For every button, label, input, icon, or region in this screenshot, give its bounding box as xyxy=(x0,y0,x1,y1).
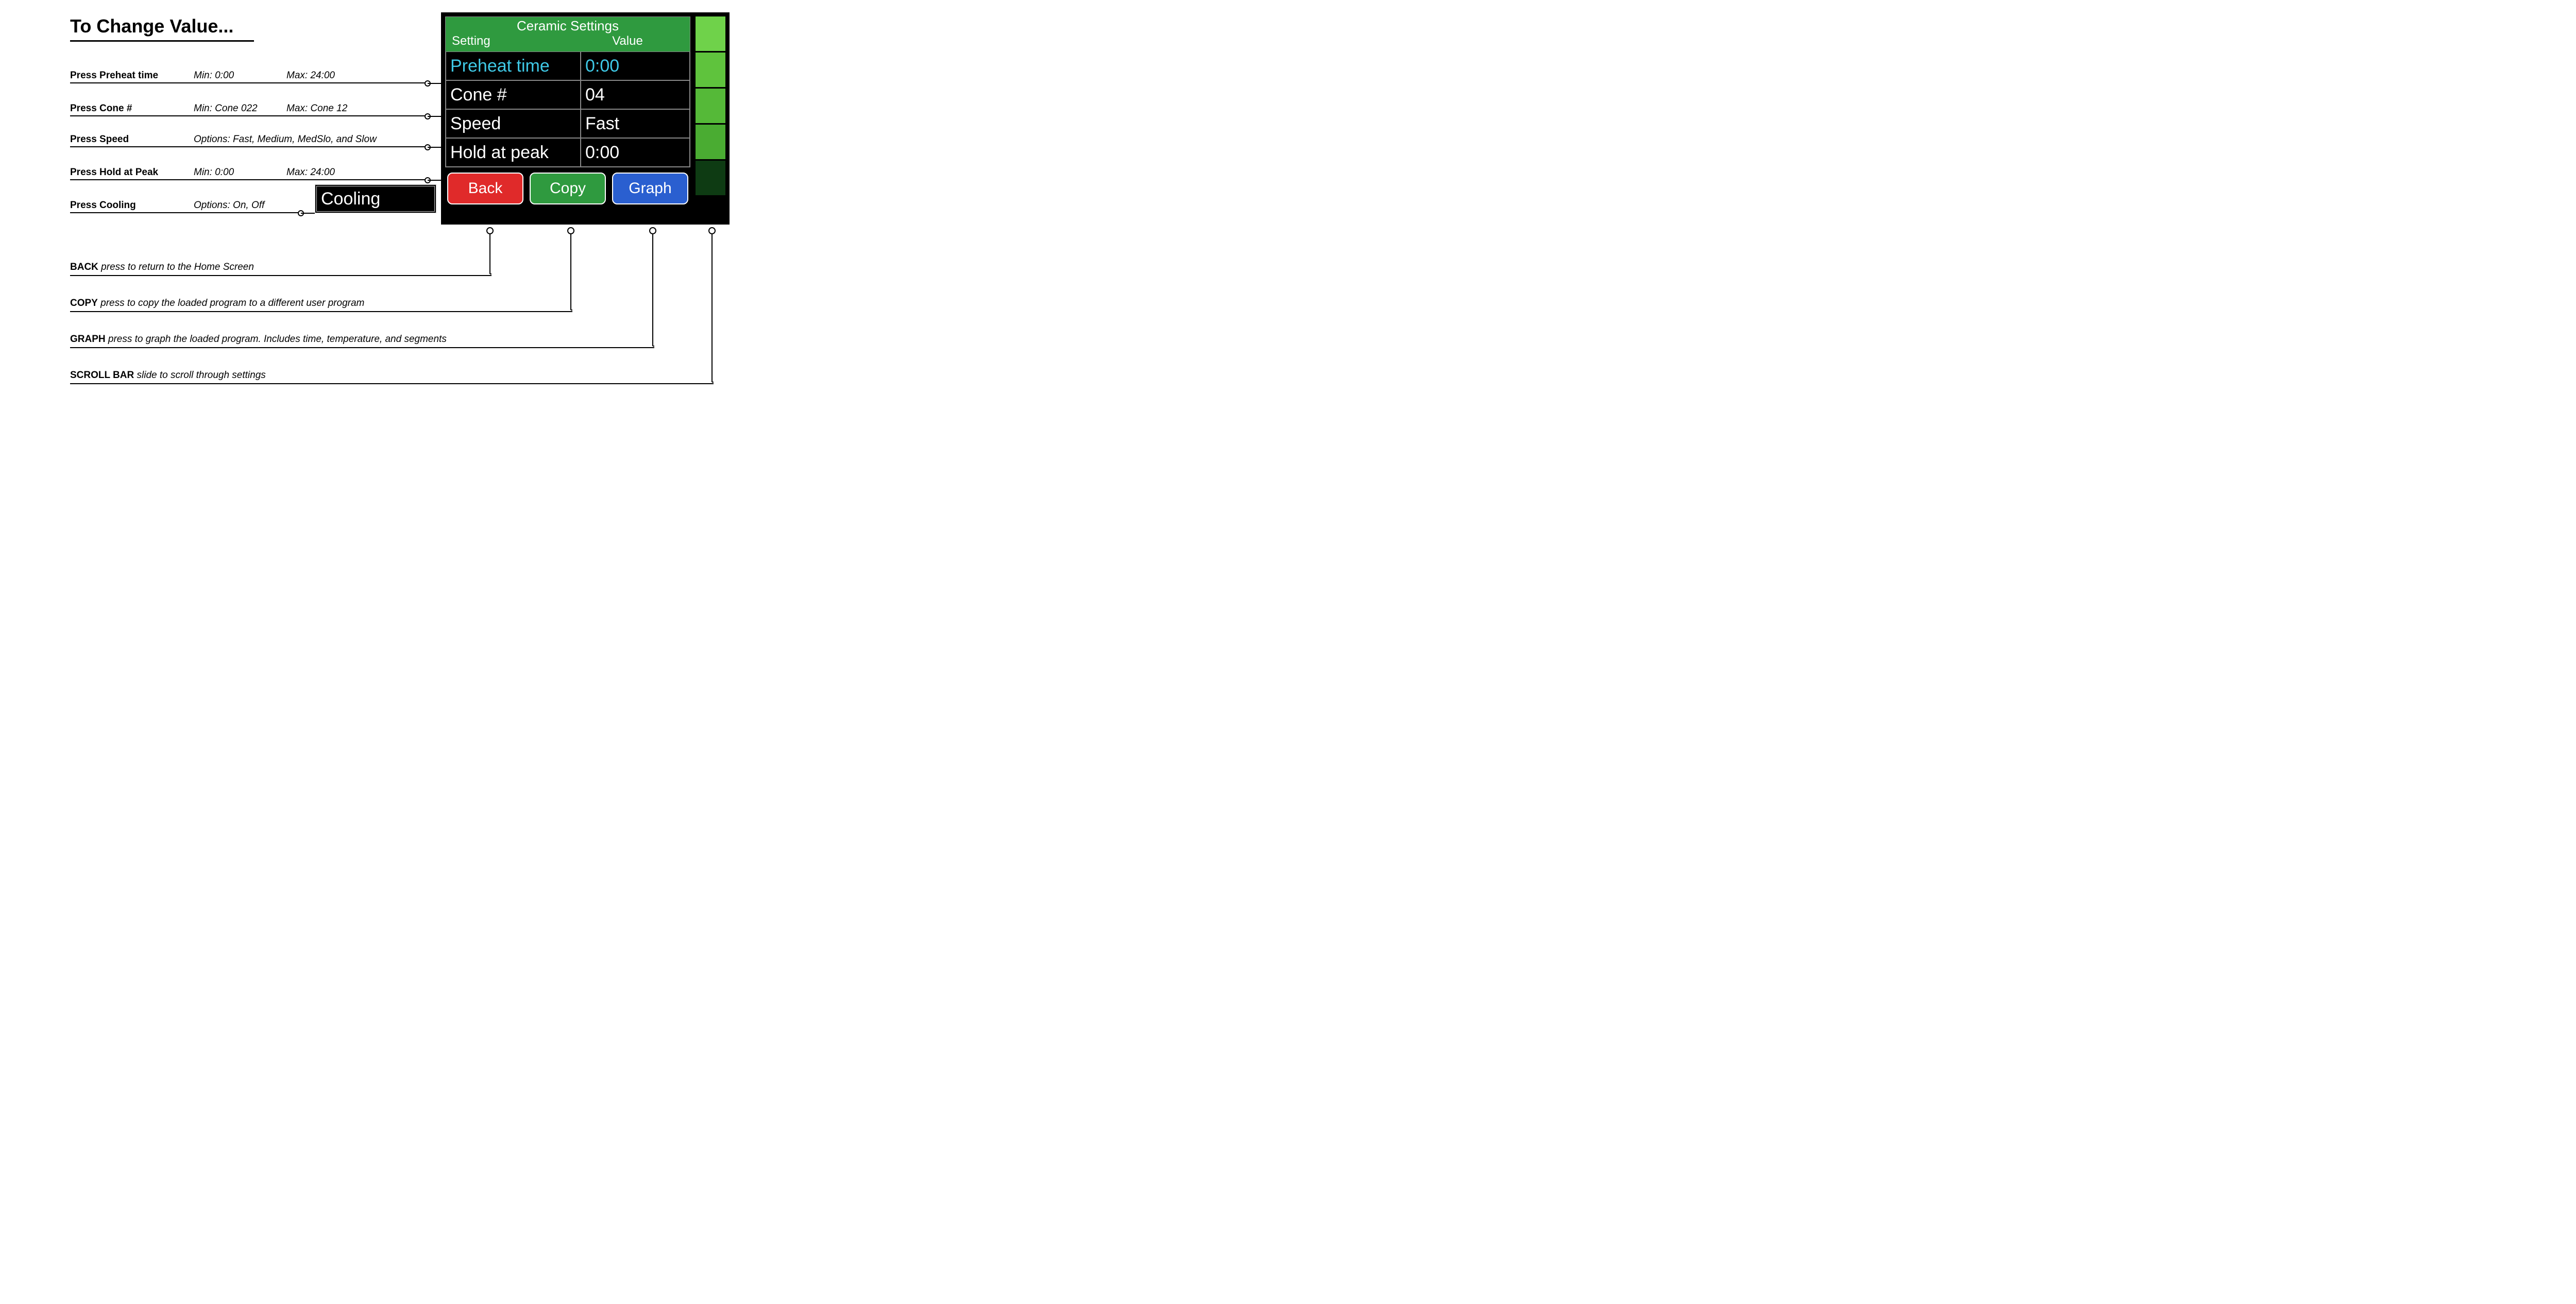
instruction-detail: Min: 0:00 xyxy=(194,167,286,178)
connector-dot xyxy=(425,113,431,119)
instruction-detail: Min: Cone 022 xyxy=(194,103,286,114)
instruction-detail: Max: 24:00 xyxy=(286,167,335,178)
connector-dot xyxy=(425,144,431,150)
detached-row-cooling[interactable]: Cooling xyxy=(315,184,436,213)
note-label: GRAPH xyxy=(70,334,106,345)
note-row: SCROLL BAR slide to scroll through setti… xyxy=(70,370,714,384)
screen-title-bar: Ceramic Settings Setting Value xyxy=(445,16,690,52)
connector-dot xyxy=(298,210,304,216)
instruction-label: Press Preheat time xyxy=(70,70,194,81)
instruction-detail: Max: Cone 12 xyxy=(286,103,347,114)
column-header-value: Value xyxy=(581,34,690,48)
instruction-label: Press Hold at Peak xyxy=(70,167,194,178)
scroll-segment[interactable] xyxy=(696,53,725,87)
note-text: slide to scroll through settings xyxy=(134,370,266,381)
settings-row[interactable]: Preheat time0:00 xyxy=(446,52,690,80)
instruction-row: Press SpeedOptions: Fast, Medium, MedSlo… xyxy=(70,130,428,147)
note-row: COPY press to copy the loaded program to… xyxy=(70,298,572,312)
connector-dot xyxy=(425,177,431,183)
settings-row-label: Preheat time xyxy=(446,52,581,80)
scroll-segment[interactable] xyxy=(696,89,725,123)
instruction-row: Press Hold at PeakMin: 0:00Max: 24:00 xyxy=(70,163,428,180)
settings-row-value: 0:00 xyxy=(581,52,690,80)
settings-row-label: Hold at peak xyxy=(446,138,581,167)
note-label: COPY xyxy=(70,298,98,308)
instruction-detail: Options: On, Off xyxy=(194,200,264,211)
instruction-label: Press Speed xyxy=(70,134,194,145)
instruction-row: Press Cone #Min: Cone 022Max: Cone 12 xyxy=(70,99,428,116)
scroll-segment[interactable] xyxy=(696,161,725,195)
settings-grid: Preheat time0:00Cone #04SpeedFastHold at… xyxy=(445,52,690,167)
note-label: SCROLL BAR xyxy=(70,370,134,381)
settings-row-label: Speed xyxy=(446,109,581,138)
note-text: press to graph the loaded program. Inclu… xyxy=(106,334,447,345)
scroll-segment[interactable] xyxy=(696,16,725,51)
copy-button[interactable]: Copy xyxy=(530,173,606,204)
note-row: GRAPH press to graph the loaded program.… xyxy=(70,334,654,348)
device-screen: Ceramic Settings Setting Value Preheat t… xyxy=(441,12,730,225)
instruction-label: Press Cone # xyxy=(70,103,194,114)
connector-dot xyxy=(425,80,431,87)
note-text: press to copy the loaded program to a di… xyxy=(98,298,365,308)
instruction-label: Press Cooling xyxy=(70,200,194,211)
screen-title: Ceramic Settings xyxy=(446,18,690,34)
note-row: BACK press to return to the Home Screen xyxy=(70,262,492,276)
back-button[interactable]: Back xyxy=(447,173,523,204)
settings-row[interactable]: Hold at peak0:00 xyxy=(446,138,690,167)
instruction-detail: Min: 0:00 xyxy=(194,70,286,81)
instruction-detail: Max: 24:00 xyxy=(286,70,335,81)
graph-button[interactable]: Graph xyxy=(612,173,688,204)
instruction-detail: Options: Fast, Medium, MedSlo, and Slow xyxy=(194,134,377,145)
settings-row-value: Fast xyxy=(581,109,690,138)
scroll-segment[interactable] xyxy=(696,125,725,159)
note-label: BACK xyxy=(70,262,98,272)
settings-row[interactable]: Cone #04 xyxy=(446,80,690,109)
instruction-row: Press Preheat timeMin: 0:00Max: 24:00 xyxy=(70,66,428,83)
settings-row-value: 0:00 xyxy=(581,138,690,167)
instruction-row: Press CoolingOptions: On, Off xyxy=(70,196,301,213)
note-text: press to return to the Home Screen xyxy=(98,262,254,272)
settings-row[interactable]: SpeedFast xyxy=(446,109,690,138)
page-heading: To Change Value... xyxy=(70,15,254,42)
column-header-setting: Setting xyxy=(446,34,581,48)
settings-row-value: 04 xyxy=(581,80,690,109)
scroll-bar[interactable] xyxy=(696,16,725,220)
settings-row-label: Cone # xyxy=(446,80,581,109)
